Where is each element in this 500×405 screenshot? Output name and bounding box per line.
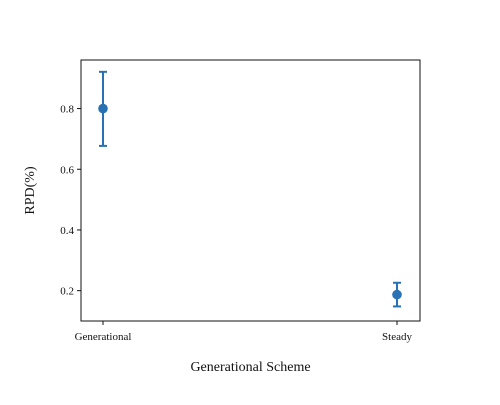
data-point: [392, 289, 402, 300]
data-marks: [98, 70, 402, 308]
plot-frame: [80, 59, 421, 322]
x-tick-label: Steady: [382, 331, 412, 343]
x-axis-title: Generational Scheme: [190, 360, 310, 375]
x-tick-label: Generational: [75, 331, 132, 343]
data-point: [98, 103, 108, 114]
y-tick-label: 0.8: [60, 104, 74, 116]
y-axis-title: RPD(%): [23, 166, 38, 215]
y-tick-label: 0.6: [60, 164, 74, 176]
y-tick-label: 0.2: [60, 286, 74, 298]
y-tick-label: 0.4: [60, 225, 74, 237]
y-axis: 0.2 0.4 0.6 0.8: [60, 104, 81, 298]
x-axis: Generational Steady: [75, 321, 412, 343]
